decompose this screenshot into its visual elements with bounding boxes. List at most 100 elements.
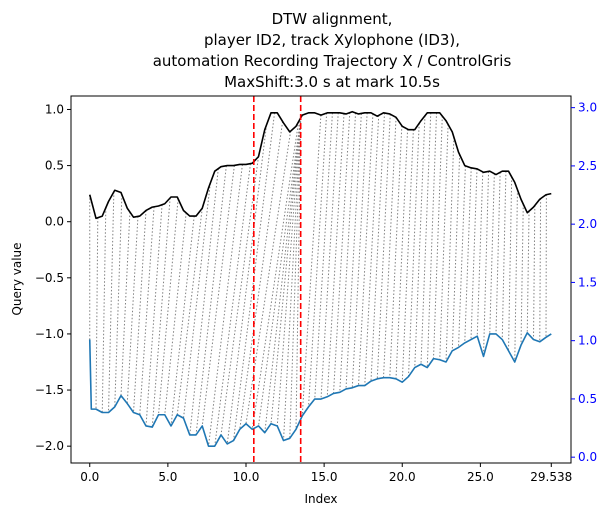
alignment-line [533,205,536,340]
reference-series-line [88,332,552,447]
y-tick-label: 0.5 [45,159,64,173]
alignment-line [301,115,322,416]
mark-lines [253,96,302,463]
alignment-line [189,168,219,435]
alignment-line [451,154,461,351]
y-tick-label: −1.5 [35,383,64,397]
y-axis-right: 3.0 2.5 2.0 1.5 1.0 0.5 0.0 [571,101,597,464]
alignment-line [133,210,147,413]
title-line: DTW alignment, [272,10,393,28]
alignment-line [226,124,268,444]
alignment-line [158,198,179,415]
alignment-line [414,115,426,368]
alignment-line [289,117,302,439]
x-tick-label: 25.0 [467,470,494,484]
alignment-line [239,121,284,430]
alignment-line [389,125,403,378]
alignment-line [108,191,115,413]
alignment-line [495,172,501,334]
alignment-line [276,117,302,426]
y-axis-left: 1.0 0.5 0.0 −0.5 −1.0 −1.5 −2.0 [35,102,71,453]
alignment-line [320,112,339,400]
y-tick-label: −2.0 [35,439,64,453]
alignment-line [183,183,211,419]
alignment-line [170,216,195,427]
alignment-line [270,117,302,424]
alignment-line [345,113,362,389]
alignment-line [251,121,300,430]
y-tick-label: 0.0 [45,215,64,229]
alignment-line [333,112,351,394]
alignment-line [383,117,397,378]
alignment-line [501,171,507,340]
alignment-line [358,113,374,386]
y-tick-label: −1.0 [35,327,64,341]
alignment-line [245,131,292,424]
alignment-line [95,217,99,410]
query-series-line [88,110,552,220]
y-tick-label: −0.5 [35,271,64,285]
alignment-line [401,129,414,383]
alignment-line [145,204,163,426]
x-tick-label: 0.0 [80,470,99,484]
plot-frame [70,95,572,464]
series-layer [88,110,552,447]
alignment-line [101,207,107,413]
alignment-line [120,212,131,396]
alignment-line [483,171,490,357]
x-tick-label: 15.0 [311,470,338,484]
alignment-line [339,112,357,393]
alignment-line [308,113,328,407]
alignment-line [258,117,302,427]
alignment-line [151,197,171,428]
alignment-line [420,112,432,365]
y-right-tick-label: 0.5 [578,392,597,406]
alignment-line [195,165,227,435]
title-line: MaxShift:3.0 s at mark 10.5s [224,73,440,91]
alignment-line [458,165,466,348]
chart-title: DTW alignment, player ID2, track Xylopho… [153,10,512,91]
alignment-line [439,124,449,360]
alignment-line [314,112,333,400]
alignment-line [364,115,380,386]
y-tick-label: 1.0 [45,102,64,116]
title-line: player ID2, track Xylophone (ID3), [204,31,460,49]
alignment-line [201,165,235,427]
alignment-line [395,129,409,379]
y-right-tick-label: 1.0 [578,334,597,348]
x-axis-label: Index [304,492,337,506]
alignment-line [264,117,302,433]
x-tick-label: 5.0 [158,470,177,484]
alignment-line [470,168,478,340]
alignment-line [408,123,420,377]
alignment-lines [89,112,547,447]
x-tick-label: 20.0 [389,470,416,484]
alignment-line [426,112,438,368]
alignment-line [539,198,542,342]
alignment-line [489,173,495,334]
alignment-line [164,212,187,415]
alignment-line [283,117,302,441]
alignment-line [514,189,518,362]
y-right-tick-label: 3.0 [578,101,597,115]
alignment-line [126,216,139,404]
alignment-line [376,114,391,379]
alignment-line [351,112,368,388]
x-tick-label: 10.0 [233,470,260,484]
alignment-line [476,171,484,337]
title-line: automation Recording Trajectory X / Cont… [153,52,512,70]
y-right-tick-label: 1.5 [578,275,597,289]
alignment-line [445,137,455,363]
alignment-line [508,176,513,351]
alignment-line [295,117,302,430]
alignment-line [114,194,123,407]
x-axis: 0.0 5.0 10.0 15.0 20.0 25.0 29.538 [80,463,572,484]
alignment-line [526,211,530,333]
alignment-line [520,204,524,346]
x-tick-label: 29.538 [530,470,572,484]
y-right-tick-label: 0.0 [578,450,597,464]
y-right-tick-label: 2.0 [578,217,597,231]
y-right-tick-label: 2.5 [578,159,597,173]
alignment-line [464,167,472,343]
